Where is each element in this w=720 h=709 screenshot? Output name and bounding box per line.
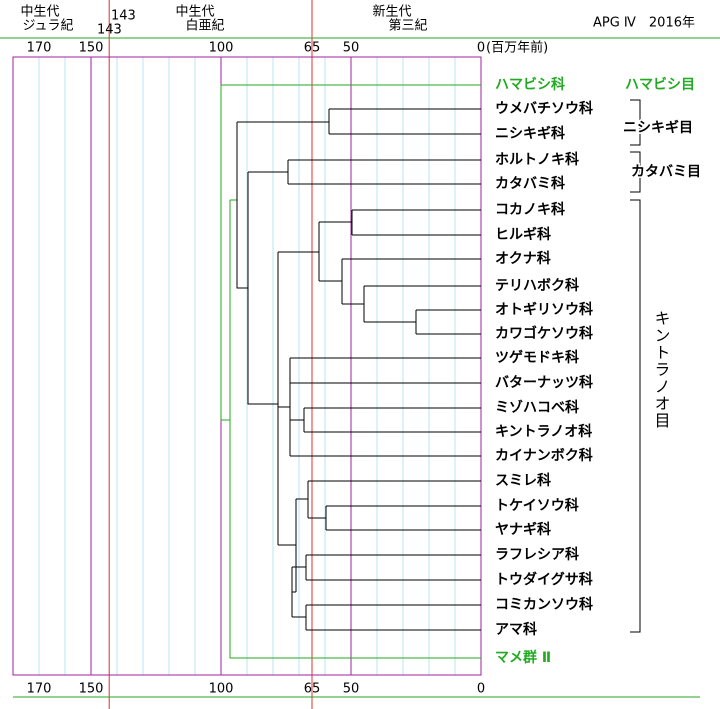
x-tick-label: 50 [343, 41, 360, 56]
x-tick-label: 50 [343, 682, 360, 697]
x-tick-label: 65 [304, 41, 321, 56]
x-tick-label: 150 [79, 682, 104, 697]
leaf-label: オトギリソウ科 [495, 301, 593, 318]
leaf-label: ホルトノキ科 [495, 151, 579, 168]
boundary-label: 143 [111, 9, 136, 24]
boundary-label: 143 [97, 23, 122, 38]
era: 新生代 [372, 4, 411, 20]
period: 白亜紀 [185, 18, 224, 34]
tree [220, 84, 481, 659]
period: 第三紀 [388, 19, 427, 34]
order-label: ハマビシ目 [625, 77, 695, 93]
x-tick-label: 170 [27, 682, 52, 697]
leaf-label: ツゲモドキ科 [495, 349, 579, 366]
leaf-label: スミレ科 [495, 472, 551, 489]
leaf-label: トケイソウ科 [495, 497, 579, 514]
axis-unit: (百万年前) [486, 40, 548, 56]
grid [38, 0, 482, 709]
x-tick-label: 100 [209, 41, 234, 56]
leaf-label: ラフレシア科 [495, 546, 579, 563]
leaf-label: キントラノオ科 [495, 423, 592, 440]
order-label: カタバミ目 [631, 164, 701, 180]
leaf-label: カワゴケソウ科 [495, 325, 593, 342]
leaf-label: オクナ科 [495, 250, 551, 267]
outgroup-branch [220, 84, 481, 659]
x-tick-label: 0 [477, 41, 485, 56]
leaf-label: ヒルギ科 [495, 226, 551, 243]
leaf-label: テリハボク科 [495, 277, 579, 294]
leaf-label: ニシキギ科 [495, 125, 565, 142]
leaf-label: アマ科 [495, 621, 537, 638]
leaf-label: コカノキ科 [495, 201, 565, 218]
era: 中生代 [20, 5, 59, 20]
order-label: ニシキギ目 [623, 119, 693, 136]
leaf-label: マメ群 Ⅱ [495, 649, 551, 666]
branches [236, 108, 481, 631]
order-brackets [630, 99, 641, 633]
x-tick-label: 100 [209, 682, 234, 697]
x-tick-label: 170 [27, 41, 52, 56]
era: 中生代 [175, 5, 214, 20]
leaf-label: ミゾハコベ科 [495, 399, 579, 416]
period: ジュラ紀 [22, 19, 73, 34]
leaf-label: カタバミ科 [495, 175, 565, 192]
leaf-label: トウダイグサ科 [495, 571, 593, 588]
leaf-label: ヤナギ科 [495, 521, 551, 538]
leaf-label: バターナッツ科 [495, 374, 593, 391]
leaf-label: カイナンボク科 [495, 447, 593, 464]
source: APG Ⅳ 2016年 [593, 16, 695, 31]
leaf-label: ウメバチソウ科 [495, 100, 593, 117]
leaf-label: コミカンソウ科 [495, 596, 593, 613]
x-tick-label: 150 [79, 41, 104, 56]
x-tick-label: 0 [477, 682, 485, 697]
x-tick-label: 65 [304, 682, 321, 697]
leaf-label: ハマビシ科 [495, 76, 565, 93]
order-label: キントラノオ目 [652, 310, 671, 429]
labels: ハマビシ科ウメバチソウ科ニシキギ科ホルトノキ科カタバミ科コカノキ科ヒルギ科オクナ… [495, 76, 703, 666]
